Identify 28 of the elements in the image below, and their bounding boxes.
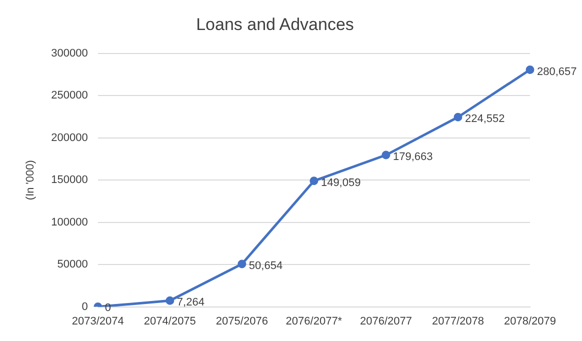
x-tick-label: 2073/2074 (72, 315, 124, 328)
y-tick-label: 200000 (51, 132, 88, 144)
point (166, 296, 174, 305)
x-tick-label: 2076/2077* (286, 315, 343, 328)
x-tick-label: 2077/2078 (432, 315, 484, 328)
point (526, 65, 534, 74)
y-tick-label: 100000 (51, 216, 88, 228)
x-tick-label: 2076/2077 (360, 315, 412, 328)
data-label: 7,264 (176, 296, 204, 309)
x-tick-label: 2074/2075 (144, 315, 196, 328)
point (382, 150, 390, 160)
x-tick-label: 2078/2079 (504, 315, 556, 328)
y-tick-label: 150000 (51, 174, 88, 186)
y-axis-title: (In '000) (24, 160, 37, 200)
y-tick-label: 250000 (51, 90, 88, 102)
data-label: 179,663 (392, 151, 433, 164)
y-tick-label: 50000 (57, 258, 88, 271)
x-tick-label: 2075/2076 (216, 315, 268, 328)
point (238, 260, 246, 268)
y-tick-label: 0 (82, 300, 88, 313)
point (310, 176, 318, 186)
data-label: 280,657 (537, 66, 577, 78)
y-tick-label: 300000 (51, 47, 88, 60)
data-label: 149,059 (320, 176, 361, 189)
point (454, 112, 462, 122)
data-label: 224,552 (464, 113, 505, 126)
chart-title: Loans and Advances (196, 14, 354, 34)
data-label: 50,654 (248, 260, 283, 272)
